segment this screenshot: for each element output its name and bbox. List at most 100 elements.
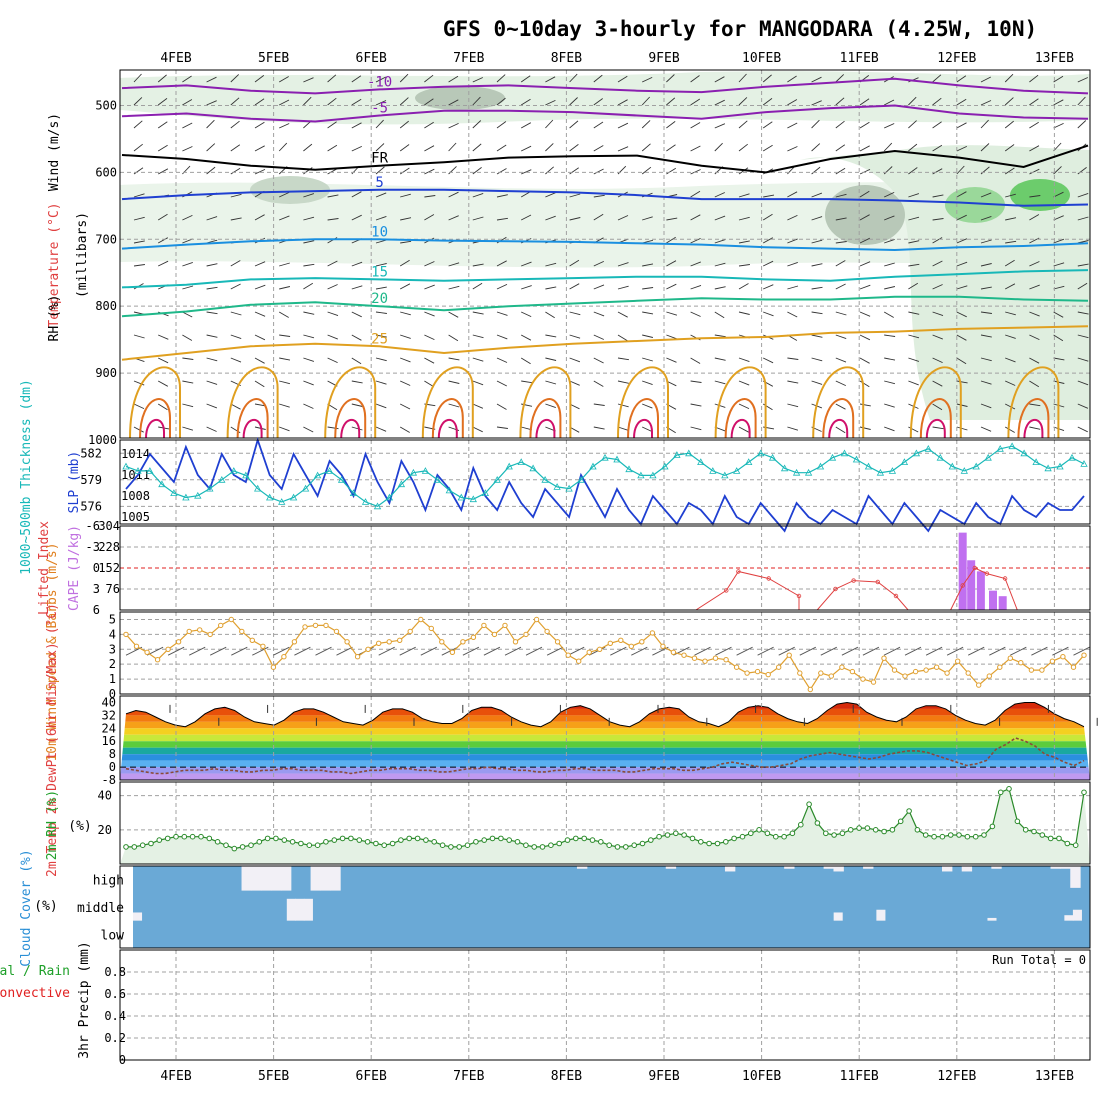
rh-marker: [406, 835, 413, 842]
thickness-marker: [325, 467, 334, 474]
wind-barb: [714, 262, 726, 267]
wind-barb-10m: [799, 646, 817, 656]
thickness-marker: [529, 464, 537, 472]
wind-barb: [496, 334, 508, 340]
wind-barb: [1077, 282, 1088, 290]
thickness-marker: [565, 484, 573, 492]
precip-frame: [119, 949, 1091, 1061]
wind-speed-marker: [976, 682, 982, 688]
wind-barb: [787, 357, 799, 360]
wind-barb: [787, 311, 798, 318]
wind-barb: [956, 214, 967, 221]
wind-barb: [859, 426, 871, 430]
rh-marker: [373, 840, 379, 847]
wind-tick: 1: [109, 672, 116, 686]
x-date-top: 9FEB: [648, 51, 679, 66]
wind-speed-marker: [449, 649, 456, 655]
x-date-top: 11FEB: [840, 51, 879, 66]
bl-contour-darkorange: [431, 398, 464, 439]
thickness-marker: [278, 498, 286, 505]
wind-speed-marker: [386, 639, 392, 645]
thickness-marker: [900, 458, 909, 465]
wind-barb: [617, 99, 628, 106]
wind-barb: [980, 426, 992, 432]
rh-marker: [339, 835, 346, 842]
wind-barb: [327, 97, 337, 106]
thickness-marker: [1068, 453, 1076, 461]
wind-barb: [883, 311, 894, 318]
wind-barb: [956, 357, 967, 365]
rh-marker: [806, 801, 812, 808]
bl-contour-darkorange: [919, 398, 952, 439]
thickness-marker: [194, 491, 202, 499]
wind-barb: [617, 426, 629, 431]
wind-barb: [666, 217, 678, 221]
wind-barb: [1077, 96, 1086, 106]
rh-marker: [456, 844, 463, 850]
wind-barb: [980, 239, 992, 244]
wind-barb: [1053, 238, 1065, 244]
wind-barb: [1077, 357, 1089, 362]
rh-marker: [356, 837, 363, 843]
wind-speed-marker: [418, 616, 424, 623]
dewpt-line: [125, 737, 1085, 775]
wind-barb: [351, 311, 362, 318]
temp-band: [120, 741, 1090, 748]
rh-marker: [1056, 835, 1062, 842]
wind-barb: [763, 311, 774, 317]
cloud-mid-cell: [295, 898, 305, 921]
x-date-top: 13FEB: [1035, 51, 1074, 66]
wind-barb: [593, 74, 603, 83]
wind-barb: [908, 282, 919, 290]
wind-barb: [1005, 311, 1016, 316]
wind-speed-marker: [133, 643, 140, 649]
wind-speed-marker: [891, 667, 898, 673]
upper-frame: [119, 69, 1091, 439]
wind-barb: [206, 119, 215, 129]
wind-barb: [980, 76, 992, 83]
wind-barb: [448, 285, 460, 290]
wind-barb: [617, 122, 629, 129]
wind-speed-marker: [333, 628, 340, 635]
wind-barb: [932, 357, 943, 364]
wind-barb: [908, 216, 920, 221]
wind-barb: [448, 191, 459, 198]
rh-marker: [439, 842, 446, 849]
thickness-marker: [852, 455, 861, 463]
rh-marker: [381, 842, 388, 849]
bl-contour-magenta: [242, 419, 263, 439]
cape-bar: [989, 590, 997, 610]
wind-speed-marker: [565, 652, 571, 658]
wind-barb: [424, 357, 435, 364]
wind-barb: [303, 357, 315, 362]
x-date-bottom: 7FEB: [453, 1069, 484, 1084]
wind-barb-10m: [420, 646, 438, 656]
wind-barb: [424, 195, 436, 198]
wind-barb-10m: [378, 646, 395, 656]
wind-barb: [472, 192, 484, 198]
wind-barb: [859, 214, 870, 221]
wind-barb: [182, 261, 193, 267]
rh-marker: [1022, 827, 1029, 833]
wind-barb: [448, 262, 460, 267]
wind-speed-marker: [1007, 655, 1013, 661]
rh-marker: [739, 833, 746, 840]
wind-barb: [1029, 74, 1039, 83]
wind-barb: [424, 168, 435, 175]
thickness-marker: [816, 462, 825, 470]
rh-marker: [181, 833, 188, 840]
wind-barb: [762, 121, 773, 129]
wind-barb: [399, 403, 411, 410]
wind-barb: [206, 216, 218, 221]
thickness-marker: [757, 449, 765, 457]
wind-barb-10m: [778, 646, 795, 656]
thickness-marker: [864, 462, 873, 470]
wind-barb: [956, 285, 968, 290]
wind-barb: [1004, 259, 1015, 267]
wind-barb-10m: [546, 646, 564, 656]
thickness-marker: [122, 462, 130, 470]
temp-band: [120, 773, 1090, 780]
rh-marker: [731, 835, 737, 842]
wind-barb: [859, 380, 870, 388]
rh-marker: [256, 839, 263, 845]
